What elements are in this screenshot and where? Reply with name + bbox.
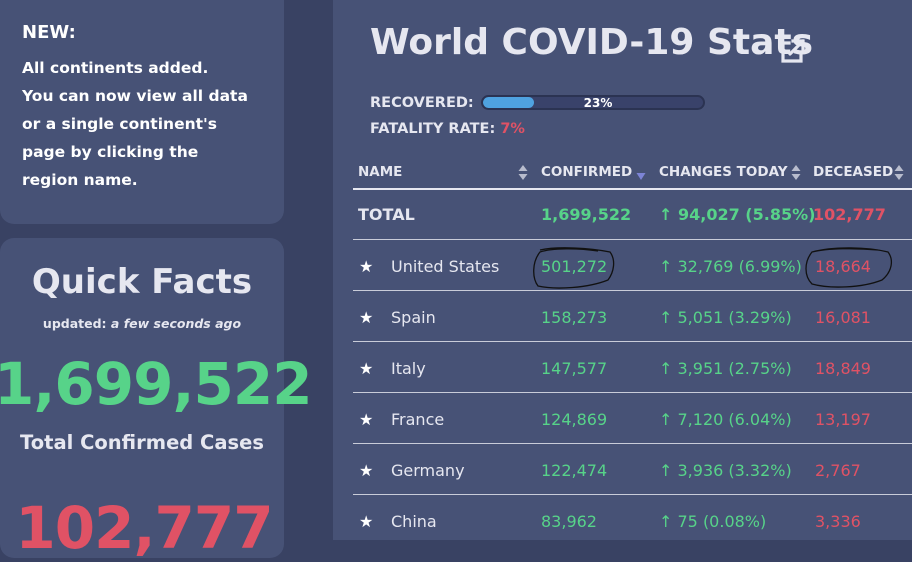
star-icon[interactable]: ★	[359, 359, 374, 378]
country-name[interactable]: France	[391, 410, 445, 429]
country-name[interactable]: Italy	[391, 359, 426, 378]
news-title: NEW:	[22, 22, 76, 43]
change-value: ↑ 7,120 (6.04%)	[659, 410, 792, 429]
row-divider	[353, 443, 912, 444]
deceased-value: 13,197	[815, 410, 871, 429]
sort-icon[interactable]	[894, 164, 904, 181]
total-confirmed-label: Total Confirmed Cases	[20, 431, 264, 454]
news-card	[0, 0, 284, 224]
confirmed-value: 158,273	[541, 308, 608, 327]
deceased-value: 16,081	[815, 308, 871, 327]
confirmed-value: 122,474	[541, 461, 608, 480]
row-divider	[353, 494, 912, 495]
deceased-value: 18,849	[815, 359, 871, 378]
recovered-progress-bar	[481, 95, 705, 110]
star-icon[interactable]: ★	[359, 257, 374, 276]
country-name[interactable]: United States	[391, 257, 500, 276]
column-header-name[interactable]: NAME	[358, 164, 403, 180]
fatality-rate: FATALITY RATE: 7%	[370, 121, 525, 137]
total-deceased: 102,777	[813, 205, 886, 224]
deceased-value: 18,664	[815, 257, 871, 276]
external-link-icon[interactable]	[777, 37, 807, 67]
country-name[interactable]: Germany	[391, 461, 465, 480]
column-header-changes-today[interactable]: CHANGES TODAY	[659, 164, 788, 180]
recovered-label: RECOVERED:	[370, 95, 474, 111]
total-deaths-number: 102,777	[15, 494, 273, 562]
total-label: TOTAL	[358, 205, 415, 224]
star-icon[interactable]: ★	[359, 410, 374, 429]
sort-desc-icon[interactable]	[636, 166, 646, 183]
star-icon[interactable]: ★	[359, 461, 374, 480]
recovered-percent: 23%	[583, 96, 613, 110]
confirmed-value: 83,962	[541, 512, 597, 531]
news-line: You can now view all data	[22, 87, 248, 105]
news-line: or a single continent's	[22, 115, 217, 133]
fatality-label: FATALITY RATE:	[370, 121, 496, 137]
updated-timestamp: updated: a few seconds ago	[0, 316, 284, 331]
row-divider	[353, 341, 912, 342]
column-header-deceased[interactable]: DECEASED	[813, 164, 894, 180]
confirmed-value: 124,869	[541, 410, 608, 429]
updated-value: a few seconds ago	[110, 316, 242, 331]
total-confirmed: 1,699,522	[541, 205, 632, 224]
change-value: ↑ 3,936 (3.32%)	[659, 461, 792, 480]
change-value: ↑ 5,051 (3.29%)	[659, 308, 792, 327]
total-confirmed-number: 1,699,522	[0, 350, 313, 418]
star-icon[interactable]: ★	[359, 512, 374, 531]
sort-icon[interactable]	[791, 164, 801, 181]
page-title: World COVID-19 Stats	[370, 22, 814, 63]
quick-facts-card	[0, 238, 284, 558]
change-value: ↑ 32,769 (6.99%)	[659, 257, 802, 276]
deceased-value: 2,767	[815, 461, 861, 480]
quick-facts-title: Quick Facts	[31, 262, 253, 302]
news-line: region name.	[22, 171, 138, 189]
confirmed-value: 147,577	[541, 359, 608, 378]
star-icon[interactable]: ★	[359, 308, 374, 327]
row-divider	[353, 239, 912, 240]
country-name[interactable]: Spain	[391, 308, 436, 327]
fatality-value: 7%	[500, 121, 525, 137]
news-line: All continents added.	[22, 59, 209, 77]
total-change: ↑ 94,027 (5.85%)	[659, 205, 816, 224]
row-divider	[353, 290, 912, 291]
column-header-confirmed[interactable]: CONFIRMED	[541, 164, 633, 180]
country-name[interactable]: China	[391, 512, 437, 531]
row-divider	[353, 392, 912, 393]
news-line: page by clicking the	[22, 143, 199, 161]
deceased-value: 3,336	[815, 512, 861, 531]
recovered-progress-fill	[483, 97, 534, 108]
updated-prefix: updated:	[42, 316, 107, 331]
change-value: ↑ 75 (0.08%)	[659, 512, 767, 531]
change-value: ↑ 3,951 (2.75%)	[659, 359, 792, 378]
header-divider	[353, 188, 912, 190]
sort-icon[interactable]	[518, 164, 528, 181]
confirmed-value: 501,272	[541, 257, 608, 276]
